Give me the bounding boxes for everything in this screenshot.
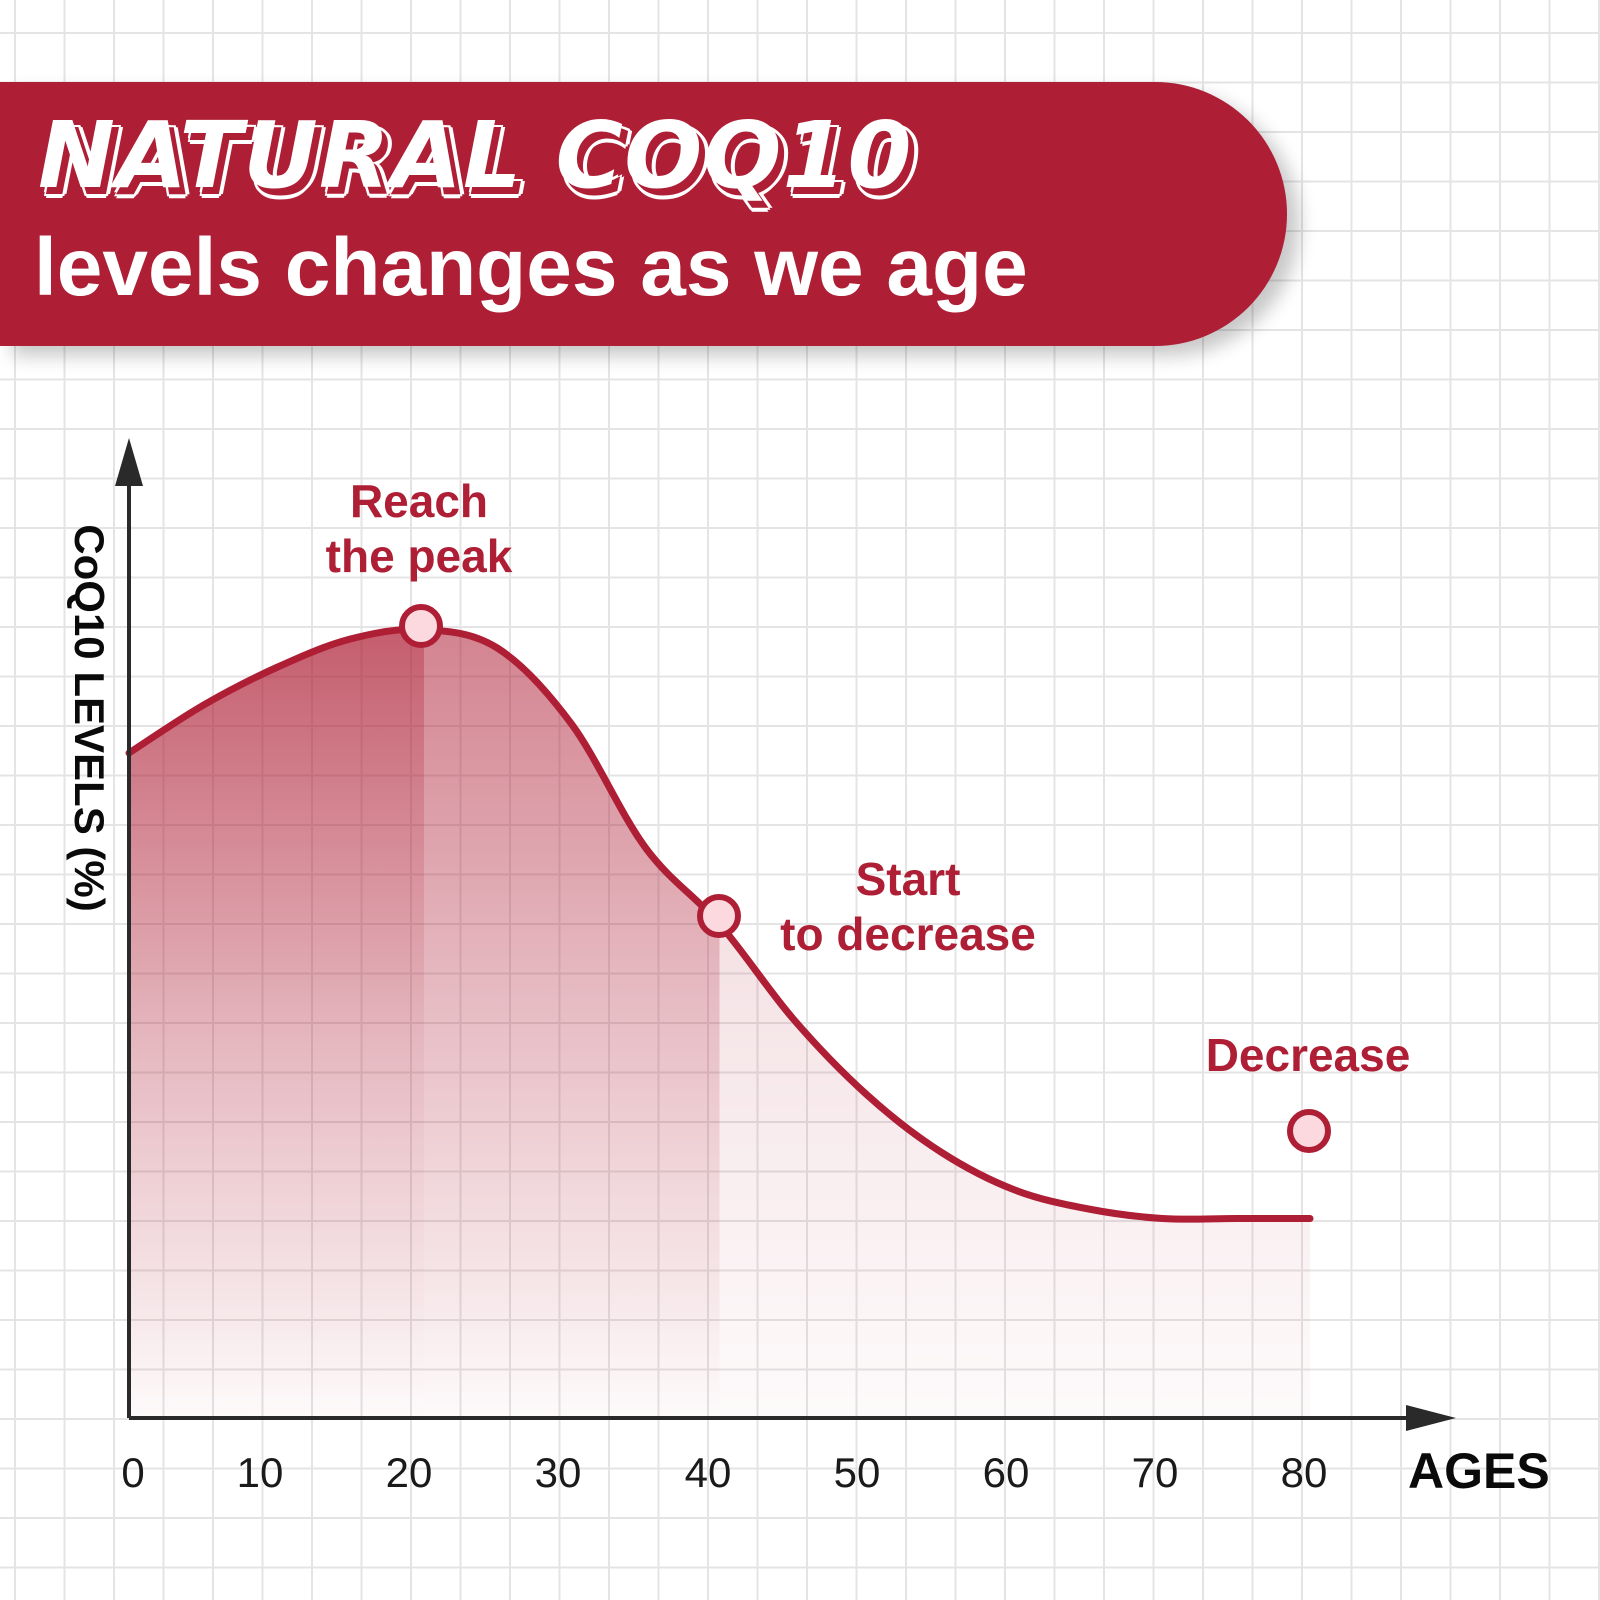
x-axis-label: AGES — [1408, 1443, 1550, 1499]
data-point-marker — [399, 604, 443, 648]
chart-title: NATURAL COQ10 — [38, 102, 913, 209]
annotations: Reach the peak Start to decrease Decrease — [326, 475, 1411, 1081]
x-tick-label: 20 — [386, 1449, 433, 1496]
x-tick-label: 0 — [121, 1449, 144, 1496]
x-tick-label: 30 — [535, 1449, 582, 1496]
x-tick-label: 60 — [983, 1449, 1030, 1496]
annotation-label: Reach the peak — [326, 475, 513, 582]
title-banner — [0, 82, 1287, 346]
area-fill-segment-0-20 — [129, 629, 425, 1418]
y-axis-label: CoQ10 LEVELS (%) — [66, 524, 113, 912]
area-fill-group — [129, 629, 1310, 1418]
x-tick-labels: 0 10 20 30 40 50 60 70 80 — [121, 1449, 1327, 1496]
x-tick-label: 10 — [237, 1449, 284, 1496]
x-tick-label: 70 — [1132, 1449, 1179, 1496]
data-point-marker — [697, 894, 741, 938]
data-point-marker — [1287, 1109, 1331, 1153]
y-axis-arrow — [115, 438, 143, 486]
area-fill-segment-40-80 — [719, 924, 1310, 1418]
x-tick-label: 50 — [834, 1449, 881, 1496]
annotation-label: Start to decrease — [780, 853, 1036, 960]
x-axis-arrow — [1406, 1405, 1456, 1431]
annotation-label: Decrease — [1206, 1029, 1411, 1081]
chart-subtitle: levels changes as we age — [34, 222, 1028, 313]
data-points — [399, 604, 1331, 1153]
area-fill-segment-20-40 — [424, 629, 720, 1418]
x-tick-label: 80 — [1281, 1449, 1328, 1496]
axes — [115, 438, 1456, 1431]
x-tick-label: 40 — [685, 1449, 732, 1496]
